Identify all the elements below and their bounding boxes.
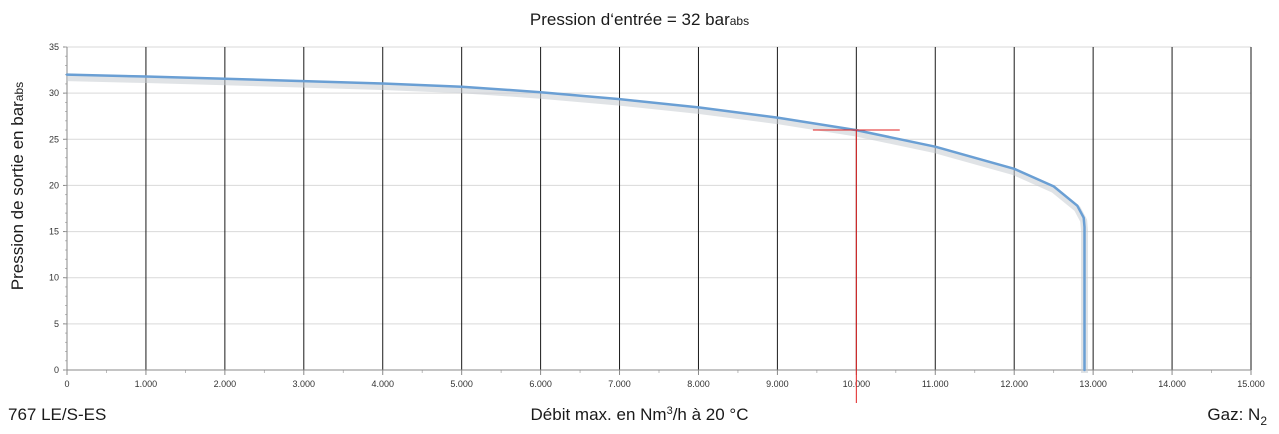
annotation [812, 129, 900, 403]
y-tick-label: 10 [49, 273, 59, 283]
x-tick-label: 9.000 [766, 379, 789, 389]
chart-title: Pression d‘entrée = 32 barabs [529, 10, 750, 29]
x-tick-label: 15.000 [1237, 379, 1265, 389]
x-tick-label: 14.000 [1158, 379, 1186, 389]
x-tick-label: 2.000 [214, 379, 237, 389]
y-tick-label: 35 [49, 42, 59, 52]
x-tick-label: 12.000 [1000, 379, 1028, 389]
y-tick-label: 0 [54, 365, 59, 375]
x-tick-label: 13.000 [1079, 379, 1107, 389]
series-shadow [66, 74, 1088, 373]
gas-label: Gaz: N2 [1207, 405, 1267, 428]
x-axis-label: Débit max. en Nm3/h à 20 °C [530, 405, 749, 424]
y-tick-label: 20 [49, 180, 59, 190]
y-axis-label: Pression de sortie en barabs [8, 81, 27, 291]
x-tick-label: 11.000 [922, 379, 949, 389]
x-tick-label: 4.000 [371, 379, 394, 389]
x-tick-label: 1.000 [135, 379, 158, 389]
y-tick-label: 15 [49, 227, 59, 237]
x-tick-label: 7.000 [608, 379, 631, 389]
series-line [65, 73, 1086, 372]
x-tick-label: 3.000 [293, 379, 316, 389]
y-tick-label: 30 [49, 88, 59, 98]
product-label: 767 LE/S-ES [8, 405, 107, 424]
x-tick-label: 8.000 [687, 379, 710, 389]
series [65, 73, 1088, 373]
y-tick-label: 5 [54, 319, 59, 329]
axes [63, 46, 1252, 375]
tick-labels: 0 5 10 15 20 25 30 35 0 1.000 2.000 3.000 4.000 5.000… [49, 42, 1265, 389]
x-tick-label: 0 [64, 379, 69, 389]
x-tick-label: 5.000 [450, 379, 473, 389]
y-tick-label: 25 [49, 134, 59, 144]
x-tick-label: 6.000 [529, 379, 552, 389]
grid [67, 46, 1252, 370]
